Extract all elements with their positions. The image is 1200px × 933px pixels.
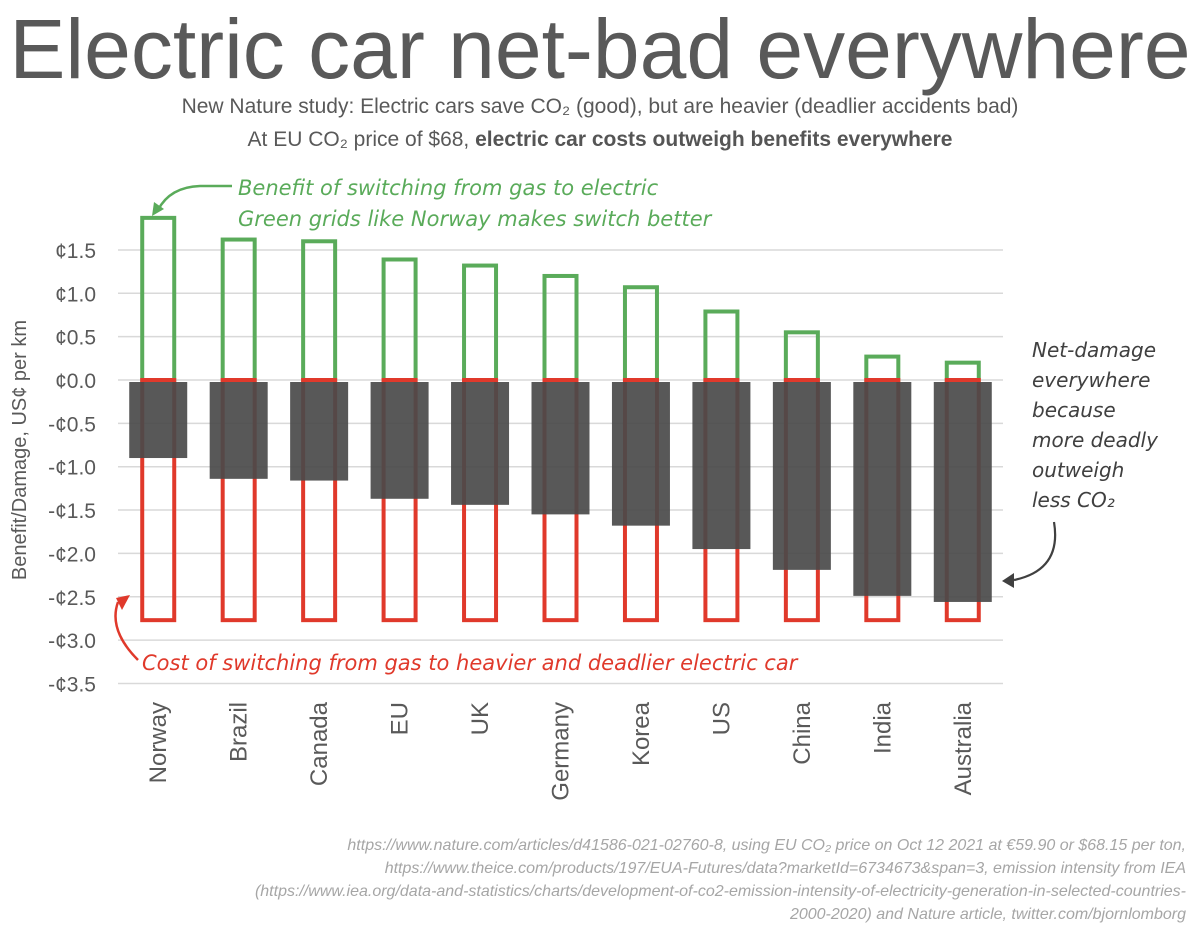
benefit-bar	[703, 309, 740, 382]
y-tick-label: ¢1.0	[55, 283, 96, 306]
y-tick-label: ¢1.5	[55, 240, 96, 263]
y-tick-label: -¢3.5	[48, 673, 96, 696]
chart-subtitle-1: New Nature study: Electric cars save CO₂…	[181, 95, 1019, 118]
x-tick-label: China	[789, 701, 816, 764]
net-arrow-icon	[1013, 521, 1057, 582]
net-annotation-line: because	[1032, 398, 1116, 422]
benefit-bar	[220, 237, 257, 382]
net-annotation-line: more deadly	[1032, 428, 1159, 452]
source-line: https://www.theice.com/products/197/EUA-…	[384, 860, 1186, 877]
y-tick-label: -¢1.5	[48, 500, 96, 523]
benefit-bar	[381, 257, 418, 382]
source-line: (https://www.iea.org/data-and-statistics…	[254, 883, 1186, 900]
x-tick-label: Brazil	[226, 702, 253, 762]
y-tick-label: -¢1.0	[48, 457, 96, 480]
net-damage-bar	[370, 382, 429, 499]
net-arrowhead-icon	[1002, 573, 1014, 588]
x-tick-label: Canada	[306, 701, 333, 786]
source-note: https://www.nature.com/articles/d41586-0…	[186, 834, 1186, 926]
net-damage-bar	[692, 382, 751, 550]
y-tick-label: -¢2.0	[48, 543, 96, 566]
cost-bar	[301, 378, 338, 623]
subtitle-2-plain: At EU CO₂ price of $68,	[247, 128, 476, 151]
x-axis-ticks: Norway Brazil Canada EU UK Germany Korea US Chin…	[145, 701, 977, 800]
x-tick-label: Korea	[628, 701, 655, 766]
bars	[129, 215, 992, 623]
y-tick-label: -¢2.5	[48, 587, 96, 610]
net-damage-bar	[290, 382, 349, 481]
chart-title: Electric car net-bad everywhere	[9, 2, 1191, 96]
benefit-bar	[542, 273, 579, 382]
source-line: 2000-2020) and Nature article, twitter.c…	[789, 906, 1186, 923]
x-tick-label: India	[869, 701, 896, 754]
net-annotation-line: less CO₂	[1032, 488, 1115, 512]
y-tick-label: -¢0.5	[48, 413, 96, 436]
net-damage-bar	[531, 382, 590, 515]
benefit-bar	[301, 239, 338, 382]
benefit-annotation-line2: Green grids like Norway makes switch bet…	[238, 207, 713, 231]
y-tick-label: ¢0.5	[55, 327, 96, 350]
cost-arrow-icon	[114, 601, 139, 661]
cost-bar	[140, 378, 177, 623]
x-tick-label: Germany	[548, 702, 575, 801]
net-damage-bar	[209, 382, 268, 479]
benefit-bar	[462, 263, 499, 382]
y-tick-label: ¢0.0	[55, 370, 96, 393]
cost-annotation: Cost of switching from gas to heavier an…	[142, 651, 799, 675]
cost-bar	[381, 378, 418, 623]
x-tick-label: Norway	[145, 702, 172, 783]
net-annotation-line: outweigh	[1032, 458, 1124, 482]
x-tick-label: EU	[387, 702, 414, 735]
cost-arrowhead-icon	[116, 595, 130, 610]
benefit-bar	[864, 354, 901, 383]
chart-subtitle-2: At EU CO₂ price of $68, electric car cos…	[0, 128, 1200, 152]
benefit-arrowhead-icon	[152, 202, 164, 216]
benefit-bar	[622, 285, 659, 382]
net-damage-bar	[772, 382, 831, 570]
net-damage-bar	[611, 382, 670, 526]
net-damage-bar	[451, 382, 510, 505]
net-annotation-line: Net-damage	[1032, 338, 1156, 362]
x-tick-label: US	[708, 702, 735, 735]
benefit-bar	[140, 215, 177, 382]
x-tick-label: UK	[467, 702, 494, 735]
benefit-arrow-icon	[156, 184, 232, 211]
net-annotation-line: everywhere	[1032, 368, 1150, 392]
net-damage-bar	[129, 382, 188, 459]
y-axis-ticks: ¢1.5 ¢1.0 ¢0.5 ¢0.0 -¢0.5 -¢1.0 -¢1.5 -¢2.0 -¢2.…	[48, 240, 96, 697]
benefit-annotation-line1: Benefit of switching from gas to electri…	[238, 176, 659, 200]
y-axis-label: Benefit/Damage, US¢ per km	[9, 320, 31, 580]
net-damage-bar	[933, 382, 992, 602]
net-damage-bar	[853, 382, 912, 596]
benefit-bar	[944, 360, 981, 383]
subtitle-2-bold: electric car costs outweigh benefits eve…	[475, 128, 953, 151]
source-line: https://www.nature.com/articles/d41586-0…	[347, 837, 1186, 854]
benefit-bar	[783, 330, 820, 383]
cost-bar	[220, 378, 257, 623]
y-tick-label: -¢3.0	[48, 630, 96, 653]
net-annotation: Net-damage everywhere because more deadly ou…	[1032, 338, 1159, 512]
x-tick-label: Australia	[950, 701, 977, 795]
